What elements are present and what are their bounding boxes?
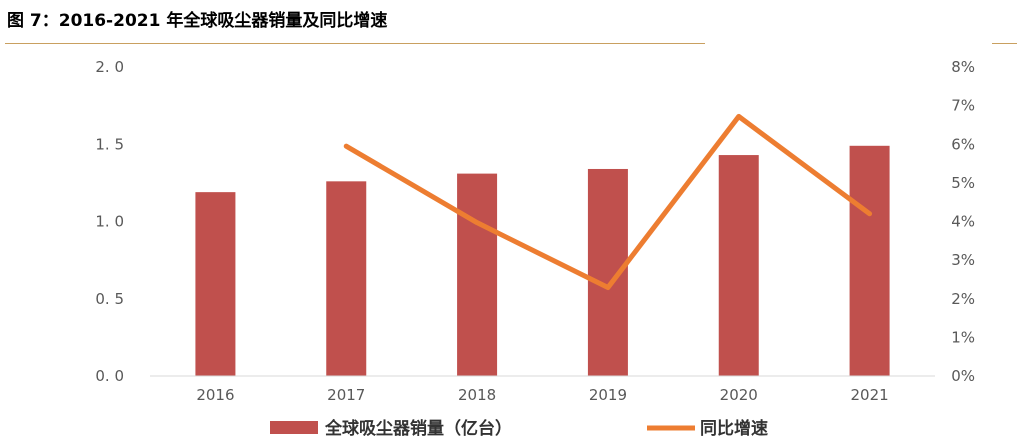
legend-bar-label: 全球吸尘器销量（亿台）	[324, 418, 512, 439]
x-tick-label: 2019	[589, 386, 627, 404]
bar-2016	[195, 192, 236, 376]
bar-2017	[326, 181, 367, 376]
x-tick-label: 2017	[327, 386, 365, 404]
title-rule	[5, 43, 705, 44]
right-tick-label: 5%	[951, 174, 975, 192]
legend: 全球吸尘器销量（亿台） 同比增速	[270, 418, 768, 439]
right-tick-label: 3%	[951, 251, 975, 269]
figure-title: 图 7：2016-2021 年全球吸尘器销量及同比增速	[7, 11, 388, 31]
right-tick-label: 7%	[951, 97, 975, 115]
right-tick-label: 6%	[951, 135, 975, 153]
left-axis-ticks: 0. 0 0. 5 1. 0 1. 5 2. 0	[95, 58, 124, 385]
right-tick-label: 8%	[951, 58, 975, 76]
right-tick-label: 4%	[951, 213, 975, 231]
left-tick-label: 2. 0	[95, 58, 124, 76]
left-tick-label: 0. 5	[95, 290, 124, 308]
bar-2018	[457, 173, 498, 376]
title-rule-right	[992, 43, 1017, 44]
legend-line-label: 同比增速	[700, 418, 768, 439]
left-tick-label: 1. 5	[95, 135, 124, 153]
x-tick-label: 2016	[196, 386, 234, 404]
right-axis-ticks: 0% 1% 2% 3% 4% 5% 6% 7% 8%	[951, 58, 975, 385]
legend-bar-swatch	[270, 421, 318, 434]
right-tick-label: 1%	[951, 328, 975, 346]
bar-2021	[849, 145, 890, 376]
x-tick-label: 2020	[720, 386, 758, 404]
left-tick-label: 1. 0	[95, 213, 124, 231]
left-tick-label: 0. 0	[95, 367, 124, 385]
growth-rate-line	[343, 113, 873, 291]
x-tick-label: 2018	[458, 386, 496, 404]
right-tick-label: 2%	[951, 290, 975, 308]
x-axis-ticks: 2016 2017 2018 2019 2020 2021	[196, 386, 888, 404]
right-tick-label: 0%	[951, 367, 975, 385]
bar-2020	[718, 155, 759, 376]
bar-series	[195, 145, 890, 376]
x-tick-label: 2021	[850, 386, 888, 404]
